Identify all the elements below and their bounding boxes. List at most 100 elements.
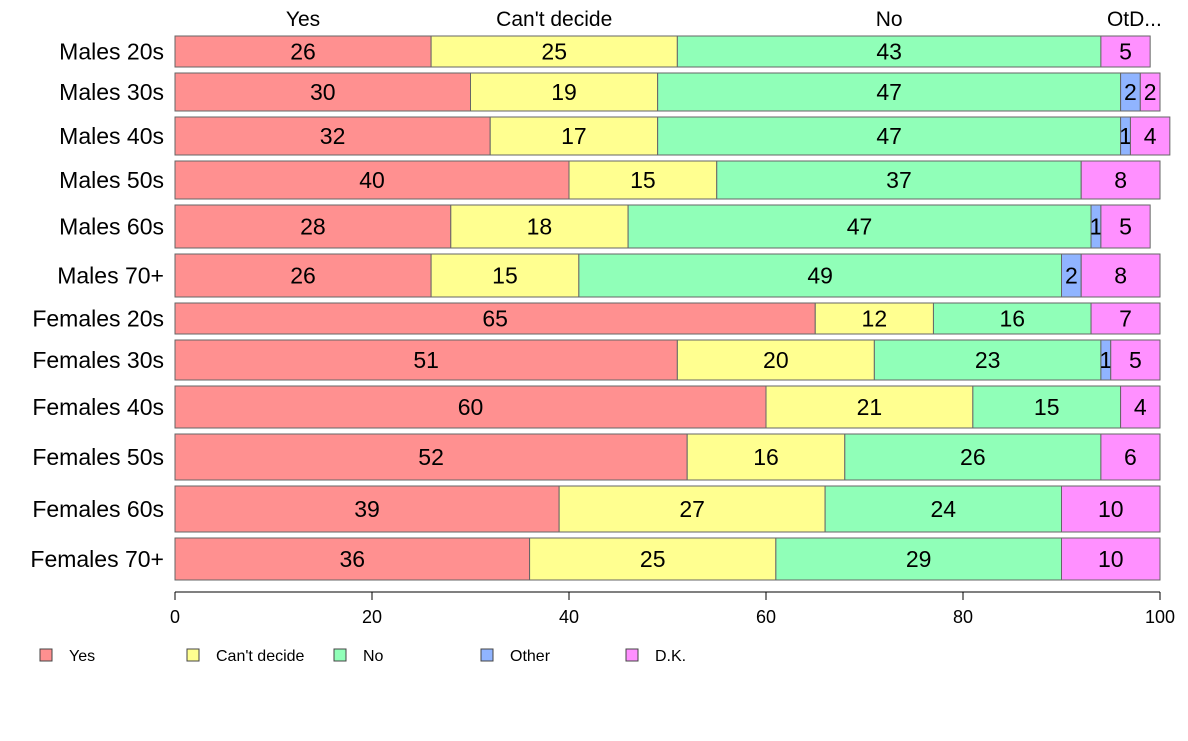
- bar-segment: [1080, 253, 1161, 298]
- x-tick-label: 80: [953, 607, 973, 627]
- data-label: 1: [1099, 347, 1112, 373]
- x-tick-label: 40: [559, 607, 579, 627]
- data-label: 2: [1124, 79, 1137, 105]
- bar-segment: [1100, 433, 1161, 481]
- bar-segment: [657, 116, 1122, 156]
- bar-segment: [489, 116, 659, 156]
- row-label: Females 60s: [32, 496, 164, 522]
- data-label: 43: [876, 39, 902, 65]
- bar-segment: [1080, 160, 1161, 200]
- data-label: 65: [482, 306, 508, 332]
- legend-swatch: [39, 648, 53, 662]
- data-label: 10: [1098, 546, 1124, 572]
- data-label: 1: [1119, 123, 1132, 149]
- data-label: 16: [999, 306, 1025, 332]
- data-label: 25: [640, 546, 666, 572]
- legend-label: Yes: [69, 648, 95, 665]
- legend-label: D.K.: [655, 648, 686, 665]
- data-label: 26: [290, 263, 316, 289]
- row-label: Males 40s: [59, 123, 164, 149]
- data-label: 25: [541, 39, 567, 65]
- x-tick-label: 20: [362, 607, 382, 627]
- legend-label: No: [363, 648, 384, 665]
- x-tick-label: 0: [170, 607, 180, 627]
- data-label: 2: [1144, 79, 1157, 105]
- data-label: 7: [1119, 306, 1132, 332]
- bar-segment: [450, 204, 629, 249]
- bar-segment: [174, 485, 560, 533]
- bar-segment: [1139, 72, 1161, 112]
- data-label: 27: [679, 496, 705, 522]
- data-label: 5: [1119, 214, 1132, 240]
- bar-segment: [1129, 116, 1171, 156]
- bar-segment: [765, 385, 974, 429]
- data-label: 19: [551, 79, 577, 105]
- bar-segment: [657, 72, 1122, 112]
- bar-segment: [932, 302, 1092, 335]
- data-label: 26: [960, 444, 986, 470]
- x-tick-label: 100: [1145, 607, 1175, 627]
- row-label: Females 70+: [30, 546, 164, 572]
- x-tick-label: 60: [756, 607, 776, 627]
- row-label: Males 50s: [59, 167, 164, 193]
- data-label: 36: [340, 546, 366, 572]
- x-axis: 0 20 40 60 80 100: [170, 591, 1175, 627]
- data-label: 18: [527, 214, 553, 240]
- data-label: 20: [763, 347, 789, 373]
- bar-segment: [1061, 537, 1161, 581]
- row-label: Males 20s: [59, 39, 164, 65]
- row-label: Males 30s: [59, 79, 164, 105]
- data-label: 28: [300, 214, 326, 240]
- data-label: 40: [359, 167, 385, 193]
- legend-swatch: [625, 648, 639, 662]
- bar-segment: [627, 204, 1092, 249]
- row-label: Females 20s: [32, 306, 164, 332]
- row-labels: Males 20s Males 30s Males 40s Males 50s Male…: [30, 39, 164, 573]
- bar-segment: [775, 537, 1062, 581]
- top-category-label: Yes: [286, 8, 320, 31]
- bar-segment: [470, 72, 659, 112]
- top-category-label: No: [876, 8, 903, 31]
- data-label: 15: [492, 263, 518, 289]
- legend-label: Other: [510, 648, 551, 665]
- bar-segment: [686, 433, 846, 481]
- data-label: 47: [876, 123, 902, 149]
- data-label: 24: [931, 496, 957, 522]
- legend-swatch: [333, 648, 347, 662]
- bar-segment: [873, 339, 1102, 381]
- bar-segment: [578, 253, 1062, 298]
- data-label: 21: [857, 394, 883, 420]
- bar-segment: [824, 485, 1062, 533]
- data-label: 6: [1124, 444, 1137, 470]
- bar-segment: [174, 385, 767, 429]
- data-label: 8: [1114, 167, 1127, 193]
- data-label: 4: [1144, 123, 1157, 149]
- bar-segment: [174, 72, 471, 112]
- data-label: 32: [320, 123, 346, 149]
- data-label: 47: [876, 79, 902, 105]
- bar-segment: [1110, 339, 1161, 381]
- row-label: Males 70+: [57, 263, 164, 289]
- data-label: 52: [418, 444, 444, 470]
- data-label: 26: [290, 39, 316, 65]
- bar-segment: [716, 160, 1082, 200]
- data-label: 5: [1129, 347, 1142, 373]
- legend: Yes Can't decide No Other D.K.: [39, 648, 686, 665]
- bar-segment: [1061, 485, 1161, 533]
- bar-segment: [844, 433, 1102, 481]
- data-label: 30: [310, 79, 336, 105]
- bar-segment: [676, 35, 1102, 68]
- bar-segment: [1100, 204, 1151, 249]
- bar-segment: [1090, 302, 1161, 335]
- data-label: 47: [847, 214, 873, 240]
- data-label: 2: [1065, 263, 1078, 289]
- bars: 26 25 43 530 19 47 2 232 17 47 1 440 15 37 828 18 47 1 526…: [174, 35, 1171, 581]
- data-label: 60: [458, 394, 484, 420]
- data-label: 4: [1134, 394, 1147, 420]
- legend-label: Can't decide: [216, 648, 305, 665]
- legend-swatch: [480, 648, 494, 662]
- bar-segment: [174, 253, 432, 298]
- row-label: Females 40s: [32, 394, 164, 420]
